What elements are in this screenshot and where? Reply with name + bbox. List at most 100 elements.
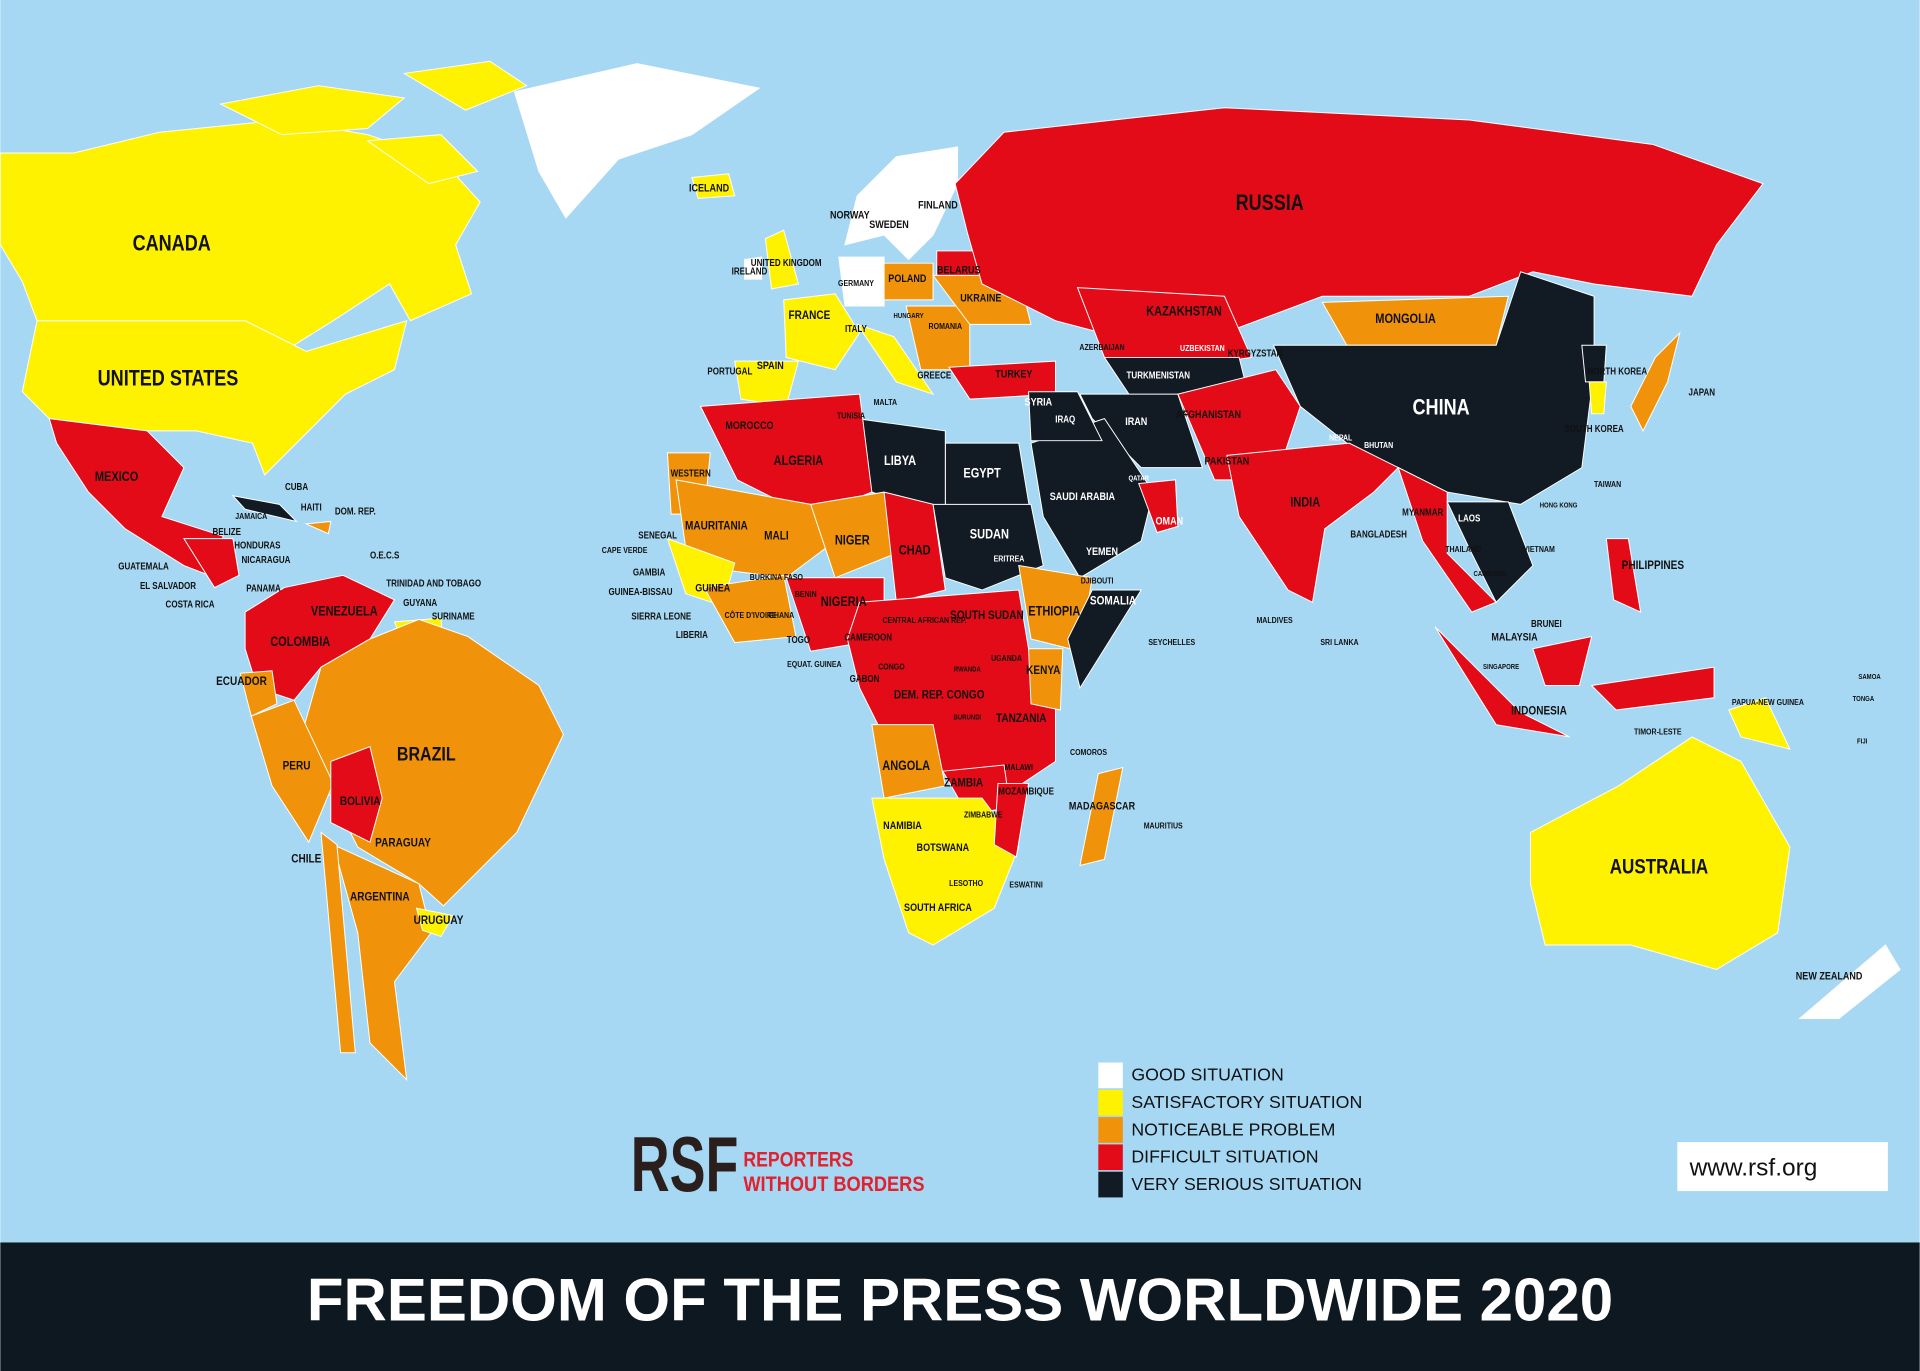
country-label: CANADA xyxy=(133,232,211,256)
country-label: CÔTE D'IVOIRE xyxy=(725,610,777,620)
country-shape xyxy=(871,797,1020,946)
country-label: SOUTH KOREA xyxy=(1564,423,1624,434)
country-label: SURINAME xyxy=(432,611,475,622)
country-label: PARAGUAY xyxy=(375,837,431,850)
country-label: AUSTRALIA xyxy=(1610,856,1709,879)
country-shape xyxy=(1588,381,1607,415)
country-label: KENYA xyxy=(1026,664,1060,677)
country-label: VENEZUELA xyxy=(311,604,378,619)
country-label: MADAGASCAR xyxy=(1069,801,1136,813)
country-label: UNITED STATES xyxy=(98,367,239,391)
country-shape xyxy=(320,831,356,1054)
url: www.rsf.org xyxy=(1689,1154,1818,1181)
legend-swatch xyxy=(1098,1171,1123,1198)
country-label: GUINEA xyxy=(695,583,730,595)
title: FREEDOM OF THE PRESS WORLDWIDE 2020 xyxy=(307,1267,1613,1334)
country-label: GUATEMALA xyxy=(118,561,169,572)
country-label: SENEGAL xyxy=(638,530,677,541)
country-label: HUNGARY xyxy=(894,312,925,320)
country-label: NEW ZEALAND xyxy=(1796,971,1863,983)
country-shape xyxy=(402,60,528,111)
country-shape xyxy=(330,746,383,843)
country-shape xyxy=(1728,697,1791,750)
country-label: TANZANIA xyxy=(996,712,1047,725)
country-label: POLAND xyxy=(888,273,926,285)
url-box xyxy=(1677,1142,1888,1192)
country-shape xyxy=(855,323,935,396)
country-label: BURKINA FASO xyxy=(750,572,803,582)
country-label: ICELAND xyxy=(689,183,729,195)
country-label: THAILAND xyxy=(1445,544,1481,554)
legend-label: SATISFACTORY SITUATION xyxy=(1131,1092,1362,1112)
country-label: NEPAL xyxy=(1329,433,1352,443)
country-label: GUYANA xyxy=(403,597,437,608)
country-label: FRANCE xyxy=(789,309,831,322)
country-label: MOROCCO xyxy=(725,420,773,432)
country-label: URUGUAY xyxy=(414,914,464,927)
country-shape xyxy=(783,293,861,371)
country-label: SPAIN xyxy=(757,360,784,372)
country-label: SWEDEN xyxy=(869,219,909,231)
country-shape xyxy=(703,574,797,644)
country-label: SUDAN xyxy=(970,526,1009,541)
country-shape xyxy=(954,107,1764,334)
country-label: SAUDI ARABIA xyxy=(1050,491,1115,503)
country-label: BRAZIL xyxy=(397,743,456,765)
country-label: JAPAN xyxy=(1689,387,1716,398)
country-label: CHINA xyxy=(1412,396,1469,420)
country-shape xyxy=(250,699,334,844)
country-label: JAMAICA xyxy=(235,511,267,521)
country-shape xyxy=(1138,479,1179,534)
country-shape xyxy=(1028,648,1064,711)
country-label: TOGO xyxy=(787,634,810,645)
country-label: LIBERIA xyxy=(676,629,709,640)
country-shape xyxy=(883,491,946,603)
country-shape xyxy=(513,63,761,219)
country-label: NIGER xyxy=(835,533,870,548)
legend-swatch xyxy=(1098,1062,1123,1089)
country-label: ZIMBABWE xyxy=(964,810,1003,820)
country-label: VIETNAM xyxy=(1523,544,1555,554)
country-label: HONG KONG xyxy=(1540,502,1578,510)
country-label: CUBA xyxy=(285,481,309,492)
country-shape xyxy=(219,85,406,136)
country-label: GUINEA-BISSAU xyxy=(608,586,672,597)
country-label: INDIA xyxy=(1290,495,1320,510)
legend-swatch xyxy=(1098,1144,1123,1171)
country-label: BRUNEI xyxy=(1531,618,1562,629)
logo-text: REPORTERS xyxy=(743,1149,853,1172)
country-label: NICARAGUA xyxy=(241,554,290,565)
country-shape xyxy=(1529,736,1791,971)
country-label: MALAYSIA xyxy=(1491,632,1537,644)
country-label: MYANMAR xyxy=(1402,507,1444,518)
legend-label: GOOD SITUATION xyxy=(1131,1065,1283,1085)
country-label: LIBYA xyxy=(884,453,916,468)
country-label: TURKMENISTAN xyxy=(1127,370,1191,381)
country-label: SYRIA xyxy=(1025,397,1053,409)
country-label: ETHIOPIA xyxy=(1028,604,1080,619)
country-label: TURKEY xyxy=(995,369,1032,381)
country-label: CAPE VERDE xyxy=(602,545,648,555)
country-label: MAURITANIA xyxy=(685,520,748,533)
country-label: EQUAT. GUINEA xyxy=(787,659,842,669)
country-label: PERU xyxy=(283,760,311,773)
country-label: PHILIPPINES xyxy=(1622,559,1685,572)
countries xyxy=(0,60,1901,1082)
country-label: TRINIDAD AND TOBAGO xyxy=(386,578,481,589)
country-label: BELARUS xyxy=(937,265,981,277)
country-label: GABON xyxy=(850,673,880,684)
country-label: ROMANIA xyxy=(929,321,963,331)
country-shape xyxy=(993,782,1030,858)
country-label: TUNISIA xyxy=(837,411,865,421)
country-label: KYRGYZSTAN xyxy=(1228,348,1283,359)
country-label: YEMEN xyxy=(1086,546,1118,558)
country-label: DEM. REP. CONGO xyxy=(894,689,985,702)
legend-label: DIFFICULT SITUATION xyxy=(1131,1147,1318,1167)
country-label: SOUTH SUDAN xyxy=(950,609,1024,622)
country-label: PAKISTAN xyxy=(1204,456,1249,468)
country-shape xyxy=(1028,391,1103,442)
country-label: CAMBODIA xyxy=(1474,571,1507,579)
country-shape xyxy=(231,495,299,523)
country-label: ANGOLA xyxy=(882,758,930,773)
